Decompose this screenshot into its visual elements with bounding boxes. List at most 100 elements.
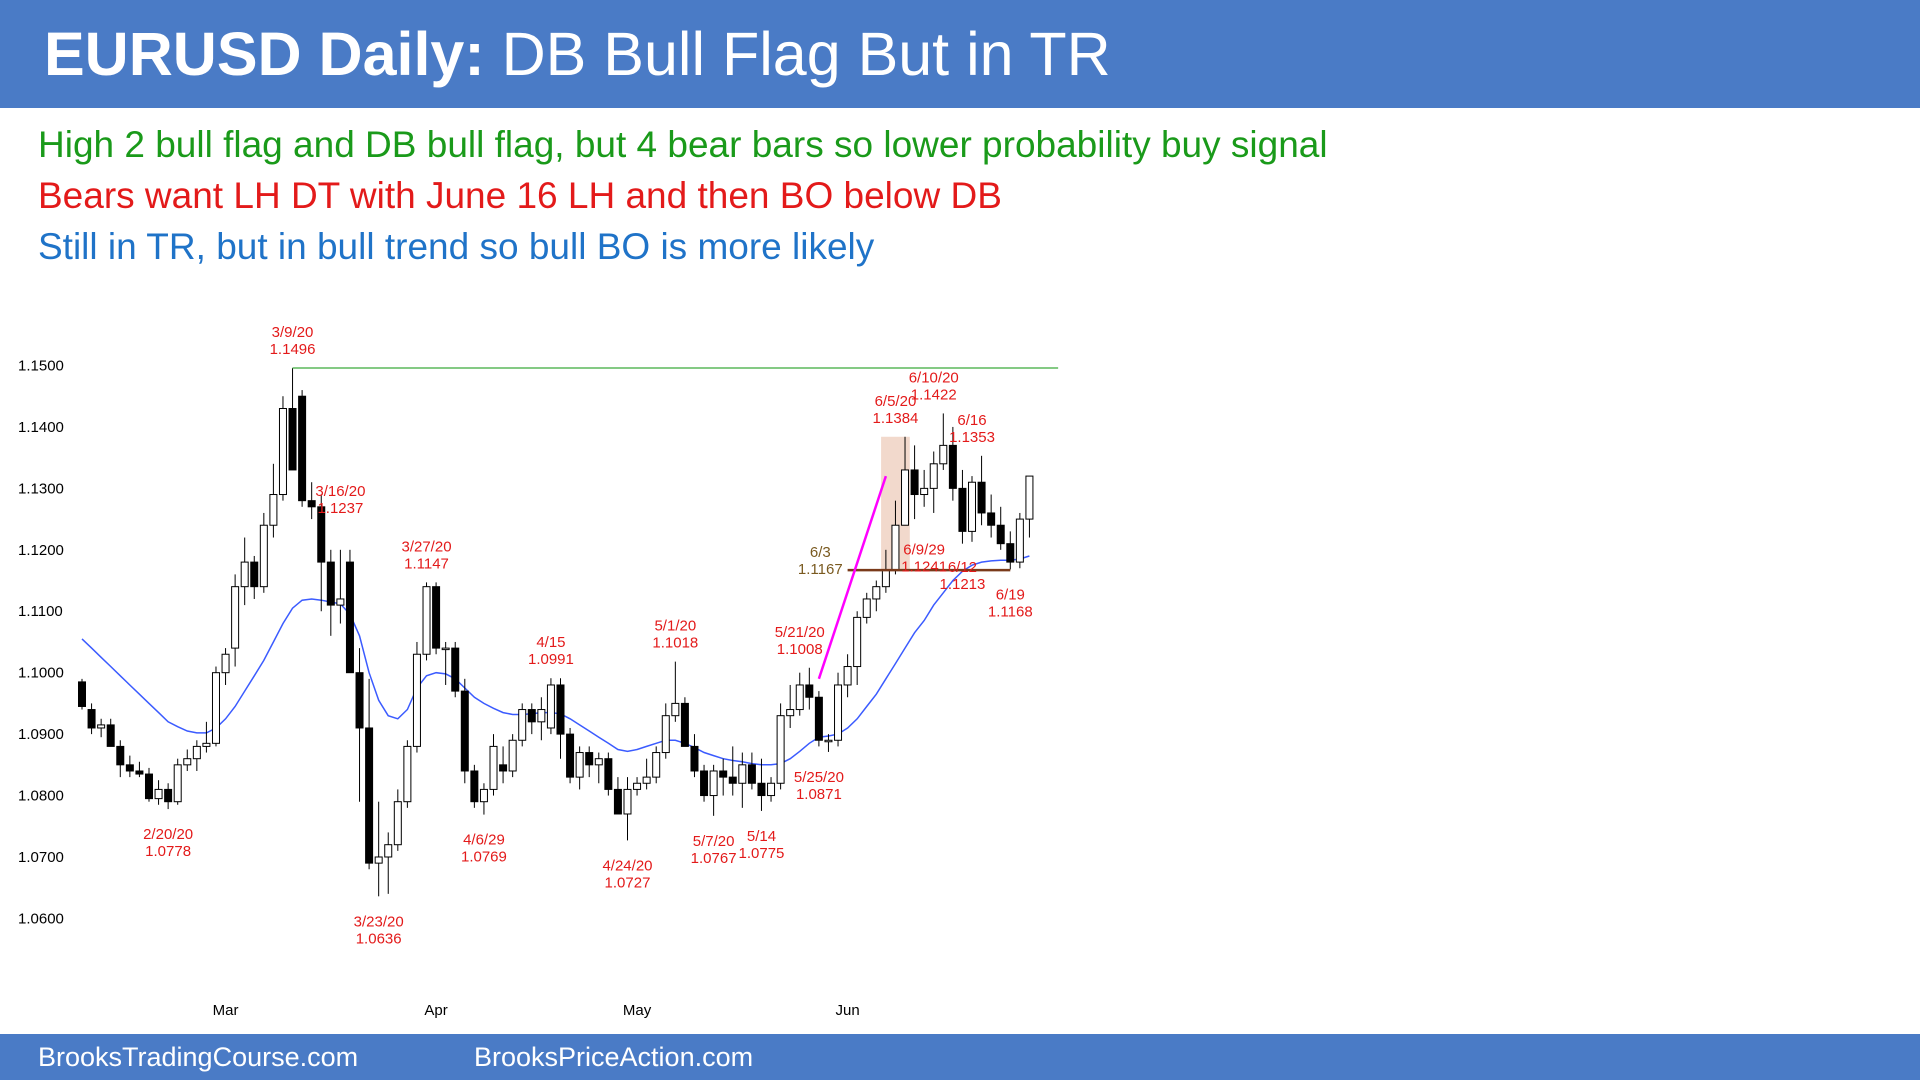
bull-candle: [403, 745, 412, 803]
annotation-date: 5/25/20: [794, 769, 844, 786]
annotation-price: 1.0775: [739, 845, 785, 862]
y-tick-label: 1.0700: [18, 849, 64, 866]
bull-candle: [1025, 475, 1034, 520]
bull-candle: [843, 666, 852, 686]
bull-candle: [384, 844, 393, 858]
bull-candle: [97, 724, 106, 729]
annotation-price: 1.0778: [145, 843, 191, 860]
annotation-date: 4/24/20: [602, 857, 652, 874]
annotation-date: 5/14: [747, 828, 776, 845]
annotation-price: 1.1213: [939, 576, 985, 593]
annotation-price: 1.1237: [317, 500, 363, 517]
bear-candle: [987, 512, 996, 526]
bear-candle: [700, 770, 709, 797]
bull-candle: [709, 770, 718, 797]
bull-candle: [575, 752, 584, 778]
y-tick-label: 1.0800: [18, 788, 64, 805]
annotation-price: 1.1167: [798, 561, 843, 578]
bull-candle: [422, 586, 431, 655]
bull-candle: [489, 745, 498, 790]
bull-candle: [374, 856, 383, 864]
title-bar: EURUSD Daily: DB Bull Flag But in TR: [0, 0, 1920, 108]
bear-candle: [125, 764, 134, 772]
bear-candle: [1006, 543, 1015, 563]
annotation-price: 1.0769: [461, 849, 507, 866]
bull-candle: [508, 739, 517, 772]
bear-candle: [432, 586, 441, 649]
bear-candle: [566, 733, 575, 778]
bull-candle: [872, 586, 881, 600]
bull-candle: [776, 715, 785, 784]
bear-candle: [288, 408, 297, 471]
bull-candle: [278, 408, 287, 496]
bear-candle: [317, 506, 326, 563]
x-tick-label: Jun: [836, 1002, 860, 1019]
info-note: Still in TR, but in bull trend so bull B…: [38, 226, 875, 267]
bull-candle: [518, 709, 527, 741]
bear-candle: [690, 745, 699, 772]
annotation-date: 6/3: [810, 544, 831, 561]
annotation-date: 3/16/20: [315, 483, 365, 500]
annotation-date: 6/10/20: [909, 369, 959, 386]
annotation-price: 1.1008: [777, 641, 823, 658]
bull-candle: [479, 788, 488, 803]
bear-candle: [135, 770, 144, 775]
bear-candle: [87, 709, 96, 729]
annotation-date: 3/9/20: [272, 324, 314, 341]
y-tick-label: 1.1200: [18, 542, 64, 559]
bear-candle: [250, 561, 259, 588]
bear-candle: [144, 773, 153, 800]
annotation-date: 3/27/20: [401, 538, 451, 555]
annotation-date: 6/5/20: [875, 393, 917, 410]
bull-candle: [537, 709, 546, 723]
bull-candle: [546, 684, 555, 729]
footer-bar: BrooksTradingCourse.com BrooksPriceActio…: [0, 1034, 1920, 1080]
y-tick-label: 1.1100: [18, 603, 63, 620]
bear-candle: [470, 770, 479, 803]
bull-candle: [269, 494, 278, 526]
bear-candle: [728, 776, 737, 784]
bear-candle: [326, 561, 335, 606]
bear-candle: [805, 684, 814, 698]
y-tick-label: 1.1500: [18, 358, 64, 375]
bull-candle: [173, 764, 182, 803]
bear-candle: [365, 727, 374, 864]
bull-candle: [221, 653, 230, 674]
annotation-date: 6/12: [948, 559, 977, 576]
bear-candle: [747, 764, 756, 784]
annotation-price: 1.0767: [691, 850, 737, 867]
bear-candle: [164, 788, 173, 803]
footer-link-right[interactable]: BrooksPriceAction.com: [474, 1042, 754, 1072]
bear-candle: [116, 745, 125, 766]
bear-candle: [451, 647, 460, 692]
y-tick-label: 1.1300: [18, 480, 64, 497]
bull-candle: [183, 758, 192, 766]
annotation-date: 3/23/20: [354, 913, 404, 930]
bear-candle: [78, 681, 86, 707]
annotation-price: 1.1147: [404, 555, 449, 572]
bull-candle: [881, 569, 890, 588]
y-tick-label: 1.0900: [18, 726, 64, 743]
bull-candle: [412, 653, 421, 747]
annotation-price: 1.1384: [873, 410, 919, 427]
bull-candle: [259, 524, 268, 588]
bear-candle: [527, 709, 536, 723]
y-tick-label: 1.1400: [18, 419, 64, 436]
bull-candle: [1015, 518, 1024, 563]
bull-candle: [623, 788, 632, 815]
bull-candle: [834, 684, 843, 741]
annotation-price: 1.0991: [528, 651, 574, 668]
bear-candle: [613, 788, 622, 815]
bull-candle: [767, 782, 776, 797]
title-rest: DB Bull Flag But in TR: [484, 20, 1111, 88]
bull-candle: [231, 586, 240, 649]
x-tick-label: Mar: [213, 1002, 239, 1019]
bull-candle: [824, 739, 833, 743]
bull-candle: [901, 469, 910, 526]
annotation-price: 1.1018: [652, 635, 698, 652]
annotation-date: 5/7/20: [693, 833, 735, 850]
footer-link-left[interactable]: BrooksTradingCourse.com: [38, 1042, 359, 1072]
annotation-date: 6/19: [996, 586, 1025, 603]
bull-candle: [633, 782, 642, 790]
bear-candle: [719, 770, 728, 778]
